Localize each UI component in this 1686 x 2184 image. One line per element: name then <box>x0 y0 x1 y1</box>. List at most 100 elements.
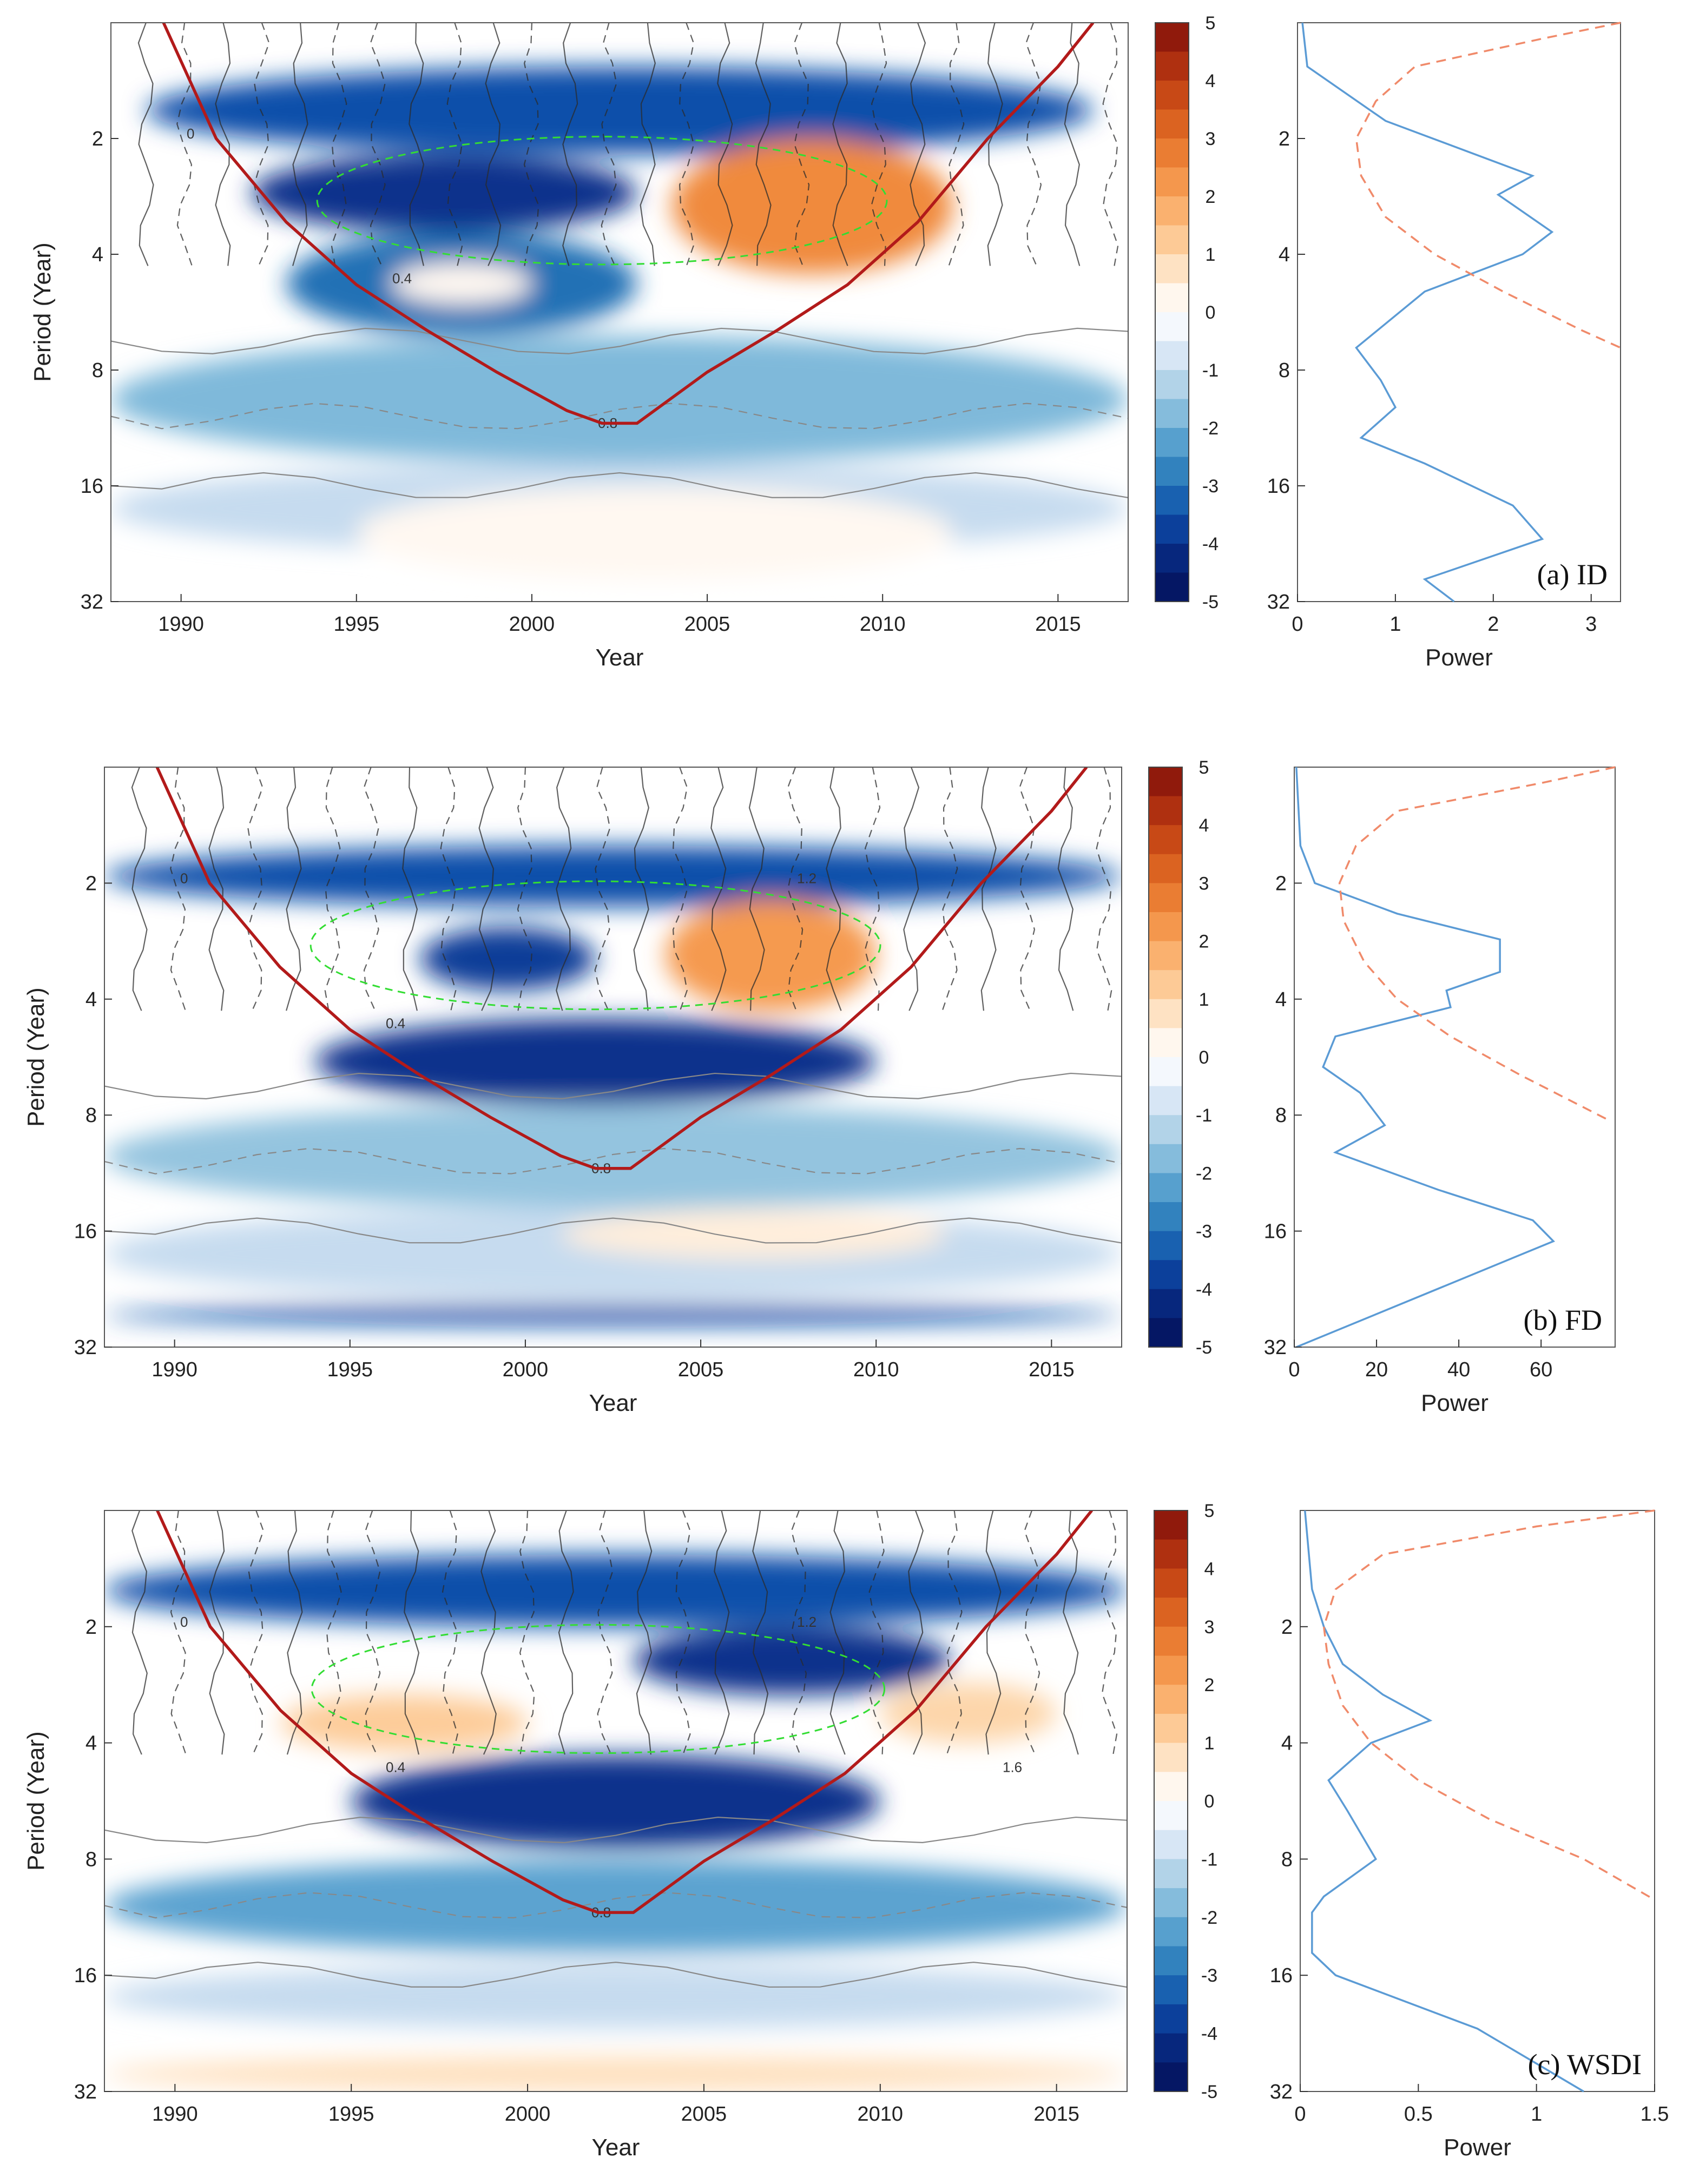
y-tick-label: 2 <box>85 872 97 895</box>
colorbar-tick-label: 5 <box>1199 757 1209 778</box>
power-x-tick-label: 0.5 <box>1404 2103 1433 2126</box>
contour-label: 0.4 <box>386 1015 405 1031</box>
contour-line <box>363 767 379 1011</box>
power-x-axis-label: Power <box>1425 644 1493 671</box>
power-blob-4 <box>351 1755 880 1849</box>
contour-line <box>247 767 264 1011</box>
colorbar-cell <box>1154 1510 1188 1540</box>
colorbar-cell <box>1155 399 1189 428</box>
colorbar-frame <box>1154 1510 1188 2092</box>
colorbar-tick-label: -2 <box>1202 418 1219 439</box>
colorbar-cell <box>1149 1028 1182 1058</box>
contour-line <box>562 23 578 266</box>
power-x-tick-label: 60 <box>1530 1358 1552 1381</box>
colorbar-tick-label: 5 <box>1206 13 1216 34</box>
contour-line <box>793 23 810 266</box>
contour-line <box>1024 1510 1040 1755</box>
colorbar-tick-label: 3 <box>1199 873 1209 894</box>
contour-line <box>485 23 502 266</box>
x-tick-label: 2015 <box>1029 1358 1075 1381</box>
colorbar-cell <box>1154 1772 1188 1802</box>
contour-line <box>1025 23 1042 266</box>
colorbar-cell <box>1155 109 1189 139</box>
colorbar-cell <box>1154 1888 1188 1918</box>
power-blob-7 <box>104 2056 1127 2091</box>
contour-line <box>787 767 804 1011</box>
contour-line <box>104 1217 1122 1244</box>
colorbar-cell <box>1154 1917 1188 1947</box>
contour-line <box>131 767 148 1011</box>
x-tick-label: 2000 <box>505 2103 551 2126</box>
global-power-line <box>1301 22 1554 603</box>
colorbar-cell <box>1154 1626 1188 1657</box>
colorbar-tick-label: 4 <box>1199 815 1209 836</box>
colorbar-tick-label: 0 <box>1206 302 1216 323</box>
power-blob-4 <box>111 335 1128 464</box>
colorbar-tick-label: 2 <box>1206 187 1216 207</box>
contour-line <box>1019 767 1036 1011</box>
power-x-tick-label: 3 <box>1585 613 1597 636</box>
colorbar-cell <box>1149 941 1182 971</box>
global-power-panel: 0 0.5 1 1.5 2 4 8 16 32 Power (c) WSDI <box>1270 1509 1669 2161</box>
colorbar: 5 4 3 2 1 0 -1 -2 -3 -4 -5 <box>1148 757 1212 1358</box>
contour-line <box>748 767 765 1011</box>
contour-line <box>131 1510 148 1755</box>
wavelet-axes-frame <box>104 767 1122 1348</box>
colorbar-cell <box>1155 81 1189 110</box>
colorbar-cell <box>1155 225 1189 255</box>
contour-label: 1.6 <box>1003 1759 1022 1775</box>
contour-line <box>791 1510 807 1755</box>
contour-line <box>1101 1510 1118 1755</box>
power-x-axis-label: Power <box>1444 2134 1511 2161</box>
x-tick-label: 2005 <box>681 2103 727 2126</box>
contour-line <box>170 1510 187 1755</box>
colorbar-cell <box>1154 1743 1188 1772</box>
contour-label: 1.2 <box>797 1614 816 1630</box>
contour-line <box>215 23 231 266</box>
power-y-tick-label: 16 <box>1264 1220 1287 1243</box>
power-y-tick-label: 2 <box>1281 1616 1293 1639</box>
x-tick-label: 2015 <box>1035 613 1081 636</box>
colorbar-tick-label: 1 <box>1199 989 1209 1010</box>
colorbar-tick-label: -4 <box>1201 2024 1217 2044</box>
contour-line <box>710 767 727 1011</box>
colorbar-tick-label: 2 <box>1204 1675 1215 1695</box>
contour-line <box>404 1510 420 1755</box>
contour-label: 0 <box>187 126 194 142</box>
colorbar-tick-label: -5 <box>1201 2082 1217 2102</box>
contour-line <box>948 23 965 266</box>
power-y-tick-label: 16 <box>1267 475 1290 498</box>
global-power-frame <box>1294 767 1616 1348</box>
y-tick-label: 8 <box>85 1104 97 1127</box>
colorbar-cell <box>1149 1260 1182 1290</box>
contour-line <box>868 1510 885 1755</box>
significance-line <box>1338 766 1616 1120</box>
colorbar-tick-label: -1 <box>1202 360 1219 381</box>
power-blob-2 <box>280 1694 528 1751</box>
contour-line <box>208 767 225 1011</box>
contour-line <box>871 23 887 266</box>
colorbar-cell <box>1149 1057 1182 1087</box>
contour-line <box>601 23 617 266</box>
x-tick-label: 1990 <box>152 1358 197 1381</box>
colorbar-cell <box>1155 196 1189 226</box>
colorbar-cell <box>1149 883 1182 913</box>
colorbar-tick-label: 3 <box>1204 1617 1215 1638</box>
power-blobs <box>104 846 1122 1325</box>
colorbar-tick-label: -2 <box>1196 1163 1212 1184</box>
contour-line <box>446 23 463 266</box>
significance-contour <box>316 136 888 266</box>
contour-label: 0 <box>180 1614 188 1630</box>
x-tick-label: 1990 <box>152 2103 198 2126</box>
global-power-panel: 0 20 40 60 2 4 8 16 32 Power (b) FD <box>1264 766 1616 1416</box>
global-power-line <box>1303 1510 1584 2093</box>
contour-line <box>903 767 920 1011</box>
contour-line <box>104 1962 1127 1988</box>
contour-label: 0.4 <box>386 1759 405 1775</box>
x-axis-label: Year <box>592 2134 640 2161</box>
x-axis-label: Year <box>589 1390 637 1416</box>
power-x-tick-label: 0 <box>1294 2103 1306 2126</box>
colorbar-cell <box>1149 970 1182 1000</box>
